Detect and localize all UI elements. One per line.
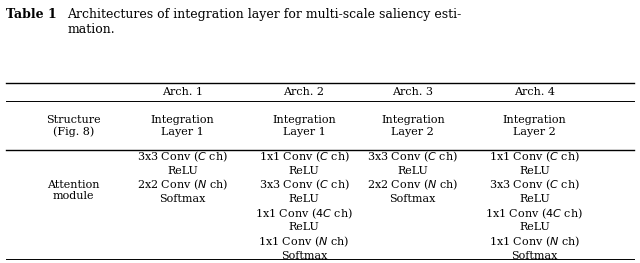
Text: 3x3 Conv ($C$ ch): 3x3 Conv ($C$ ch) [367,149,458,164]
Text: 1x1 Conv ($N$ ch): 1x1 Conv ($N$ ch) [489,234,580,249]
Text: Arch. 4: Arch. 4 [514,87,555,97]
Text: Softmax: Softmax [511,251,557,261]
Text: ReLU: ReLU [397,166,428,176]
Text: 1x1 Conv ($4C$ ch): 1x1 Conv ($4C$ ch) [255,206,353,221]
Text: Softmax: Softmax [390,194,436,204]
Text: ReLU: ReLU [519,166,550,176]
Text: 1x1 Conv ($C$ ch): 1x1 Conv ($C$ ch) [259,149,349,164]
Text: 3x3 Conv ($C$ ch): 3x3 Conv ($C$ ch) [137,149,228,164]
Text: Table 1: Table 1 [6,8,57,21]
Text: Arch. 2: Arch. 2 [284,87,324,97]
Text: ReLU: ReLU [289,194,319,204]
Text: Integration
Layer 1: Integration Layer 1 [272,115,336,137]
Text: 1x1 Conv ($4C$ ch): 1x1 Conv ($4C$ ch) [486,206,583,221]
Text: Attention
module: Attention module [47,180,100,201]
Text: Integration
Layer 1: Integration Layer 1 [150,115,214,137]
Text: ReLU: ReLU [519,222,550,232]
Text: 2x2 Conv ($N$ ch): 2x2 Conv ($N$ ch) [367,178,458,192]
Text: Softmax: Softmax [281,251,327,261]
Text: Architectures of integration layer for multi-scale saliency esti-
mation.: Architectures of integration layer for m… [67,8,461,36]
Text: Arch. 1: Arch. 1 [162,87,203,97]
Text: ReLU: ReLU [289,222,319,232]
Text: 1x1 Conv ($N$ ch): 1x1 Conv ($N$ ch) [259,234,349,249]
Text: Structure
(Fig. 8): Structure (Fig. 8) [46,115,101,137]
Text: ReLU: ReLU [289,166,319,176]
Text: 1x1 Conv ($C$ ch): 1x1 Conv ($C$ ch) [489,149,580,164]
Text: 3x3 Conv ($C$ ch): 3x3 Conv ($C$ ch) [489,178,580,192]
Text: 3x3 Conv ($C$ ch): 3x3 Conv ($C$ ch) [259,178,349,192]
Text: Integration
Layer 2: Integration Layer 2 [381,115,445,137]
Text: Softmax: Softmax [159,194,205,204]
Text: Arch. 3: Arch. 3 [392,87,433,97]
Text: ReLU: ReLU [167,166,198,176]
Text: ReLU: ReLU [519,194,550,204]
Text: Integration
Layer 2: Integration Layer 2 [502,115,566,137]
Text: 2x2 Conv ($N$ ch): 2x2 Conv ($N$ ch) [137,178,228,192]
